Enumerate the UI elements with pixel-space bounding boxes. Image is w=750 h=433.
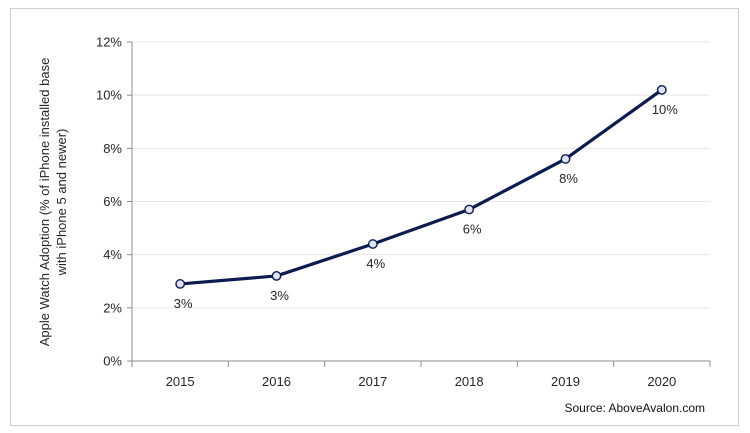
x-tick-labels: 2015 2016 2017 2018 2019 2020 [166, 374, 677, 389]
data-point [367, 239, 378, 249]
y-tick-label: 4% [103, 247, 122, 262]
data-label: 3% [174, 296, 193, 311]
x-tick-label: 2015 [166, 374, 195, 389]
y-axis-label-line-2: with iPhone 5 and newer) [54, 129, 69, 277]
data-label: 6% [463, 221, 482, 236]
data-point [656, 84, 667, 95]
x-tick-label: 2019 [551, 374, 580, 389]
x-tick-label: 2016 [262, 374, 291, 389]
y-tick-labels: 0% 2% 4% 6% 8% 10% 12% [96, 35, 122, 369]
data-point [271, 271, 282, 281]
gridlines [132, 41, 710, 309]
data-labels: 3% 3% 4% 6% 8% 10% [174, 102, 679, 311]
source-note: Source: AboveAvalon.com [564, 401, 705, 415]
y-tick-label: 12% [96, 35, 122, 50]
x-tick-label: 2018 [455, 374, 484, 389]
y-tick-label: 6% [103, 194, 122, 209]
y-axis-label-line-1: Apple Watch Adoption (% of iPhone instal… [37, 58, 52, 347]
data-label: 4% [366, 256, 385, 271]
series-layer [175, 84, 667, 289]
data-label: 8% [559, 171, 578, 186]
data-point [464, 204, 475, 215]
y-tick-label: 2% [103, 300, 122, 315]
x-tick-label: 2017 [358, 374, 387, 389]
data-point [175, 279, 186, 289]
data-label: 3% [270, 288, 289, 303]
series-line [178, 88, 664, 286]
y-tick-label: 10% [96, 88, 122, 103]
y-tick-label: 0% [103, 354, 122, 369]
y-tick-label: 8% [103, 141, 122, 156]
x-tick-label: 2020 [647, 374, 676, 389]
data-point [560, 154, 571, 164]
axes [127, 41, 711, 367]
data-label: 10% [652, 102, 678, 117]
